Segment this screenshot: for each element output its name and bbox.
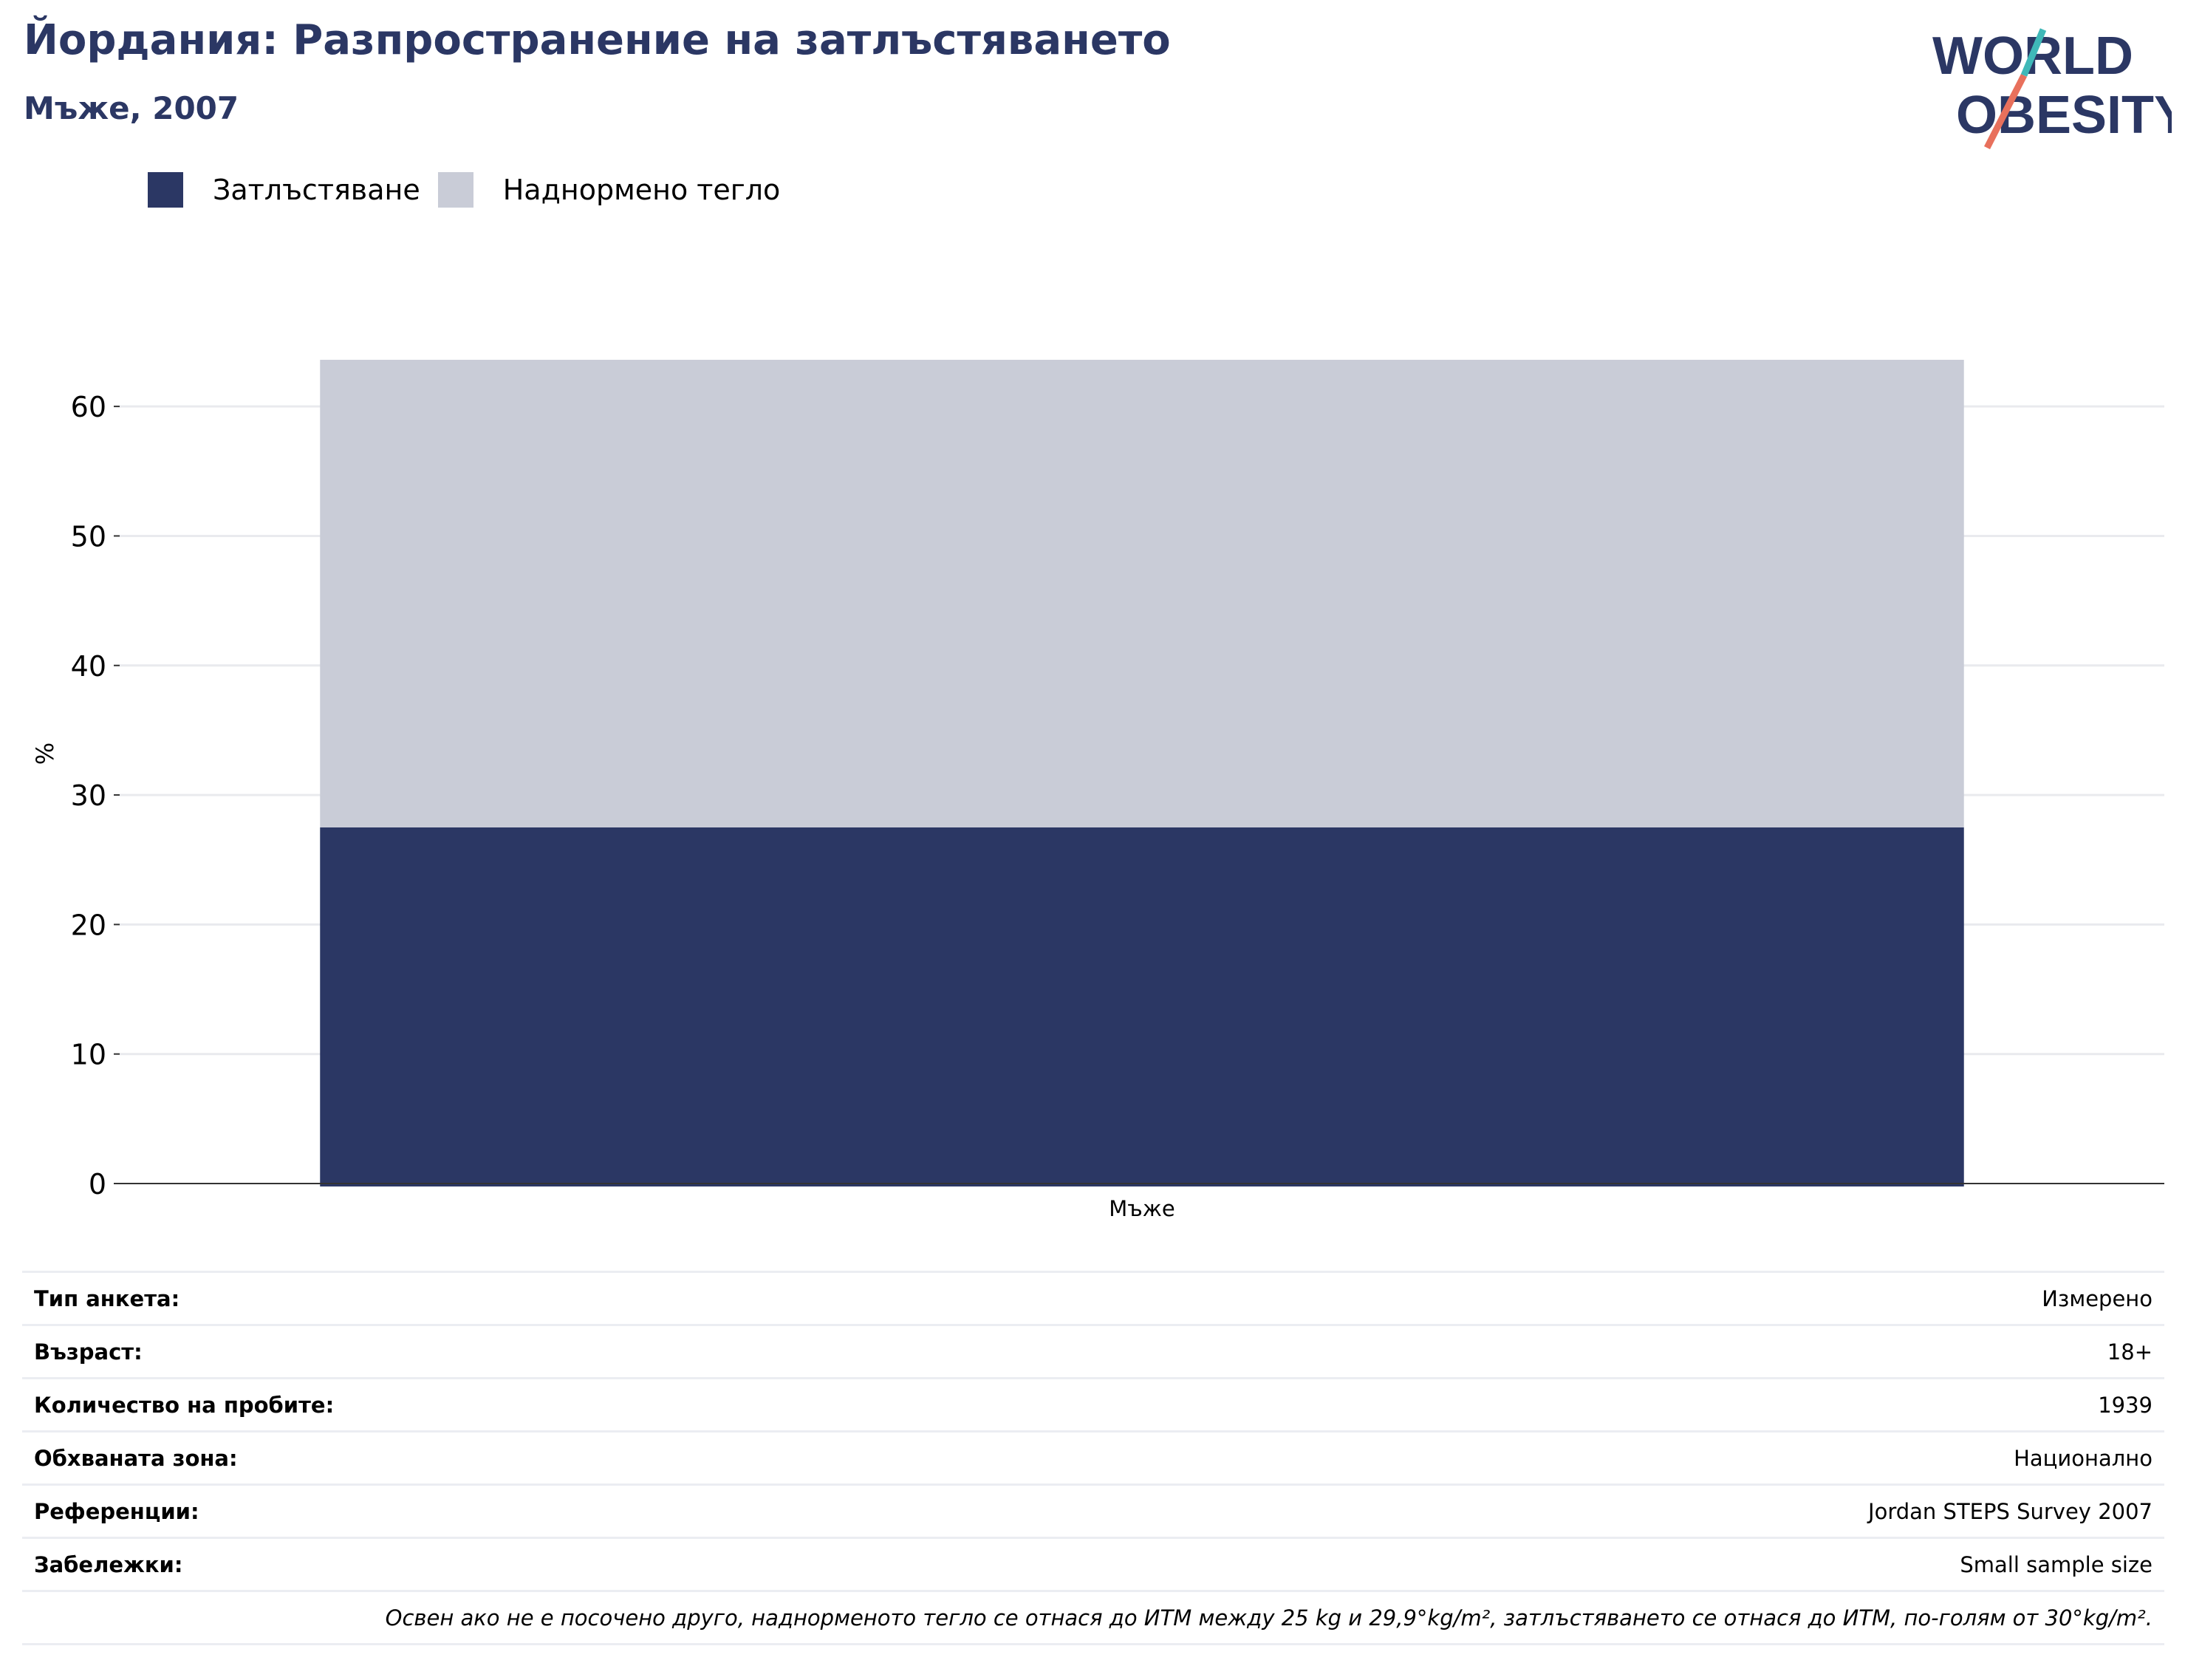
y-tick-label: 20 xyxy=(71,909,106,941)
x-tick-label: Мъже xyxy=(1109,1196,1174,1221)
bars xyxy=(320,360,1964,1186)
info-value: 1939 xyxy=(2098,1392,2152,1418)
chart-title: Йордания: Разпространение на затлъстяван… xyxy=(24,16,1171,64)
info-key: Количество на пробите: xyxy=(34,1392,335,1418)
legend-item-obesity[interactable]: Затлъстяване xyxy=(148,172,420,208)
info-value: Измерено xyxy=(2042,1285,2152,1311)
info-key: Забележки: xyxy=(34,1551,183,1577)
info-key: Референции: xyxy=(34,1498,199,1524)
y-tick-label: 10 xyxy=(71,1039,106,1071)
chart-legend: Затлъстяване Наднормено тегло xyxy=(148,171,798,208)
y-tick-label: 0 xyxy=(89,1168,106,1201)
chart-subtitle: Мъже, 2007 xyxy=(24,90,239,126)
info-key: Обхваната зона: xyxy=(34,1445,238,1471)
info-row-notes: Забележки: Small sample size xyxy=(22,1539,2164,1592)
y-tick-label: 40 xyxy=(71,650,106,683)
y-tick-label: 50 xyxy=(71,520,106,553)
axes: 0 10 20 30 40 50 60 Мъже xyxy=(71,391,2164,1221)
svg-text:OBESITY: OBESITY xyxy=(1956,86,2172,145)
info-key: Възраст: xyxy=(34,1339,143,1365)
legend-item-overweight[interactable]: Наднормено тегло xyxy=(437,172,781,208)
definition-note: Освен ако не е посочено друго, наднормен… xyxy=(22,1592,2164,1645)
survey-info-table: Тип анкета: Измерено Възраст: 18+ Количе… xyxy=(22,1271,2164,1645)
y-tick-label: 60 xyxy=(71,391,106,423)
info-row-references: Референции: Jordan STEPS Survey 2007 xyxy=(22,1486,2164,1539)
info-key: Тип анкета: xyxy=(34,1285,180,1311)
info-row-age: Възраст: 18+ xyxy=(22,1326,2164,1379)
world-obesity-logo: WORLD OBESITY xyxy=(1932,27,2172,150)
y-tick-label: 30 xyxy=(71,779,106,812)
definition-note-text: Освен ако не е посочено друго, наднормен… xyxy=(385,1605,2152,1631)
info-value: 18+ xyxy=(2107,1339,2152,1365)
info-row-survey-type: Тип анкета: Измерено xyxy=(22,1273,2164,1326)
bar-segment-obesity xyxy=(320,827,1964,1186)
legend-swatch-overweight xyxy=(437,172,473,208)
y-axis-label: % xyxy=(31,742,59,765)
legend-label-overweight: Наднормено тегло xyxy=(502,174,781,206)
info-row-coverage: Обхваната зона: Национално xyxy=(22,1433,2164,1486)
info-value: Small sample size xyxy=(1960,1551,2152,1577)
legend-swatch-obesity xyxy=(148,172,183,208)
info-value: Jordan STEPS Survey 2007 xyxy=(1868,1498,2152,1524)
bar-chart: 0 10 20 30 40 50 60 Мъже % xyxy=(31,360,2164,1221)
legend-label-obesity: Затлъстяване xyxy=(213,174,420,206)
info-value: Национално xyxy=(2014,1445,2152,1471)
bar-segment-overweight xyxy=(320,360,1964,827)
info-row-sample-size: Количество на пробите: 1939 xyxy=(22,1379,2164,1433)
